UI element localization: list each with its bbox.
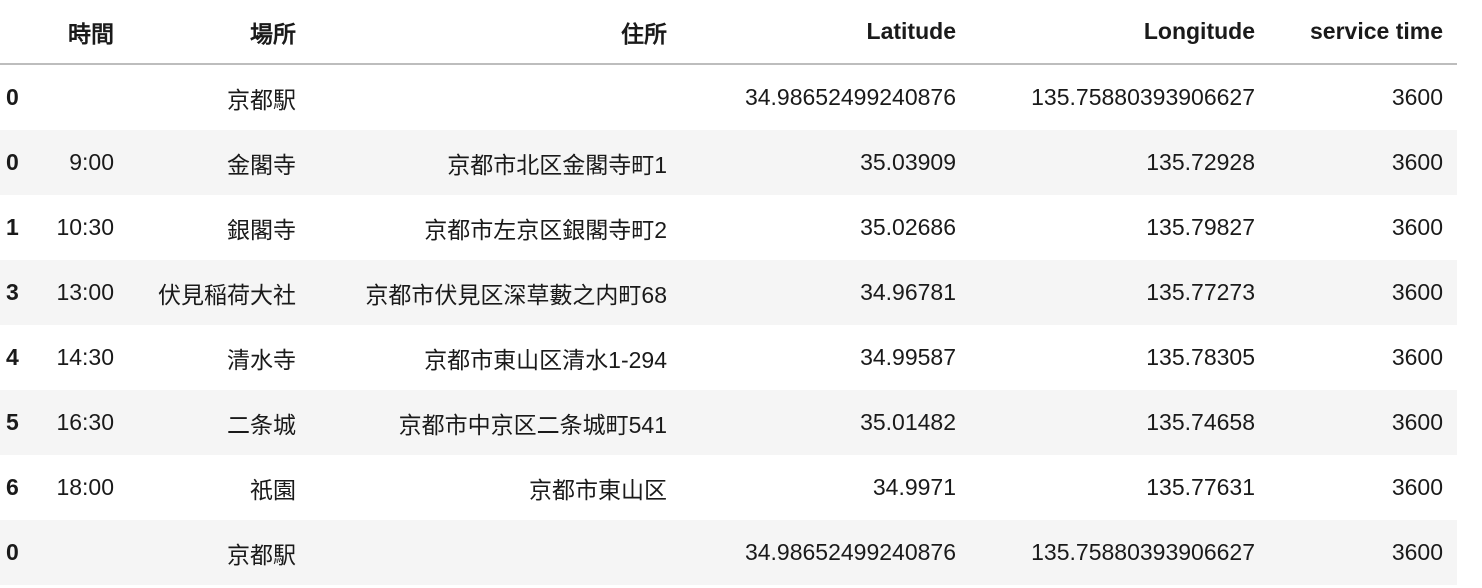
table-row: 3 13:00 伏見稲荷大社 京都市伏見区深草藪之内町68 34.96781 135.77… <box>0 260 1457 325</box>
cell-address: 京都市北区金閣寺町1 <box>447 151 667 178</box>
cell-latitude: 34.99587 <box>860 344 956 370</box>
cell-latitude: 34.98652499240876 <box>744 539 956 565</box>
cell-place: 清水寺 <box>227 346 296 373</box>
header-latitude: Latitude <box>681 0 970 65</box>
cell-address <box>310 64 681 130</box>
table-row: 5 16:30 二条城 京都市中京区二条城町541 35.01482 135.74658 3… <box>0 390 1457 455</box>
cell-address: 京都市東山区清水1-294 <box>424 346 667 373</box>
table-row: 0 京都駅 34.98652499240876 135.75880393906627 3… <box>0 64 1457 130</box>
table-row: 0 京都駅 34.98652499240876 135.75880393906627 3… <box>0 520 1457 585</box>
row-index: 6 <box>6 474 19 500</box>
cell-service-time: 3600 <box>1391 279 1443 305</box>
cell-address: 京都市伏見区深草藪之内町68 <box>365 281 667 308</box>
header-service-time: service time <box>1269 0 1457 65</box>
row-index: 0 <box>6 149 19 175</box>
row-index: 1 <box>6 214 19 240</box>
cell-service-time: 3600 <box>1391 214 1443 240</box>
header-place: 場所 <box>128 0 310 65</box>
cell-longitude: 135.77273 <box>1146 279 1255 305</box>
cell-latitude: 35.02686 <box>860 214 956 240</box>
table-row: 0 9:00 金閣寺 京都市北区金閣寺町1 35.03909 135.72928 3600 <box>0 130 1457 195</box>
cell-place: 金閣寺 <box>227 151 296 178</box>
cell-service-time: 3600 <box>1391 149 1443 175</box>
cell-place: 伏見稲荷大社 <box>158 281 296 308</box>
cell-service-time: 3600 <box>1391 84 1443 110</box>
cell-latitude: 34.98652499240876 <box>744 84 956 110</box>
cell-service-time: 3600 <box>1391 539 1443 565</box>
cell-service-time: 3600 <box>1391 474 1443 500</box>
cell-time: 14:30 <box>56 344 114 370</box>
cell-address <box>310 520 681 585</box>
cell-longitude: 135.75880393906627 <box>1031 84 1255 110</box>
cell-time: 18:00 <box>56 474 114 500</box>
header-longitude: Longitude <box>970 0 1269 65</box>
cell-latitude: 34.96781 <box>860 279 956 305</box>
table-row: 4 14:30 清水寺 京都市東山区清水1-294 34.99587 135.78305 3… <box>0 325 1457 390</box>
row-index: 0 <box>6 539 19 565</box>
cell-time: 10:30 <box>56 214 114 240</box>
header-index <box>0 0 38 65</box>
cell-place: 京都駅 <box>227 86 296 113</box>
cell-place: 銀閣寺 <box>227 216 296 243</box>
cell-time <box>38 64 128 130</box>
table-row: 6 18:00 祇園 京都市東山区 34.9971 135.77631 3600 <box>0 455 1457 520</box>
header-address: 住所 <box>310 0 681 65</box>
cell-latitude: 34.9971 <box>872 474 956 500</box>
cell-place: 二条城 <box>227 411 296 438</box>
cell-service-time: 3600 <box>1391 344 1443 370</box>
row-index: 0 <box>6 84 19 110</box>
cell-address: 京都市左京区銀閣寺町2 <box>424 216 667 243</box>
cell-place: 祇園 <box>250 476 296 503</box>
header-time: 時間 <box>38 0 128 65</box>
cell-time: 9:00 <box>69 149 114 175</box>
row-index: 4 <box>6 344 19 370</box>
cell-address: 京都市中京区二条城町541 <box>398 411 667 438</box>
row-index: 5 <box>6 409 19 435</box>
cell-longitude: 135.75880393906627 <box>1031 539 1255 565</box>
cell-longitude: 135.79827 <box>1146 214 1255 240</box>
cell-latitude: 35.03909 <box>860 149 956 175</box>
cell-service-time: 3600 <box>1391 409 1443 435</box>
header-row: 時間 場所 住所 Latitude Longitude service time <box>0 0 1457 65</box>
cell-longitude: 135.72928 <box>1146 149 1255 175</box>
cell-longitude: 135.78305 <box>1146 344 1255 370</box>
row-index: 3 <box>6 279 19 305</box>
cell-latitude: 35.01482 <box>860 409 956 435</box>
dataframe-table: 時間 場所 住所 Latitude Longitude service time… <box>0 0 1457 585</box>
cell-time <box>38 520 128 585</box>
cell-time: 13:00 <box>56 279 114 305</box>
cell-longitude: 135.74658 <box>1146 409 1255 435</box>
cell-address: 京都市東山区 <box>529 476 667 503</box>
cell-time: 16:30 <box>56 409 114 435</box>
cell-longitude: 135.77631 <box>1146 474 1255 500</box>
table-row: 1 10:30 銀閣寺 京都市左京区銀閣寺町2 35.02686 135.79827 360… <box>0 195 1457 260</box>
cell-place: 京都駅 <box>227 541 296 568</box>
